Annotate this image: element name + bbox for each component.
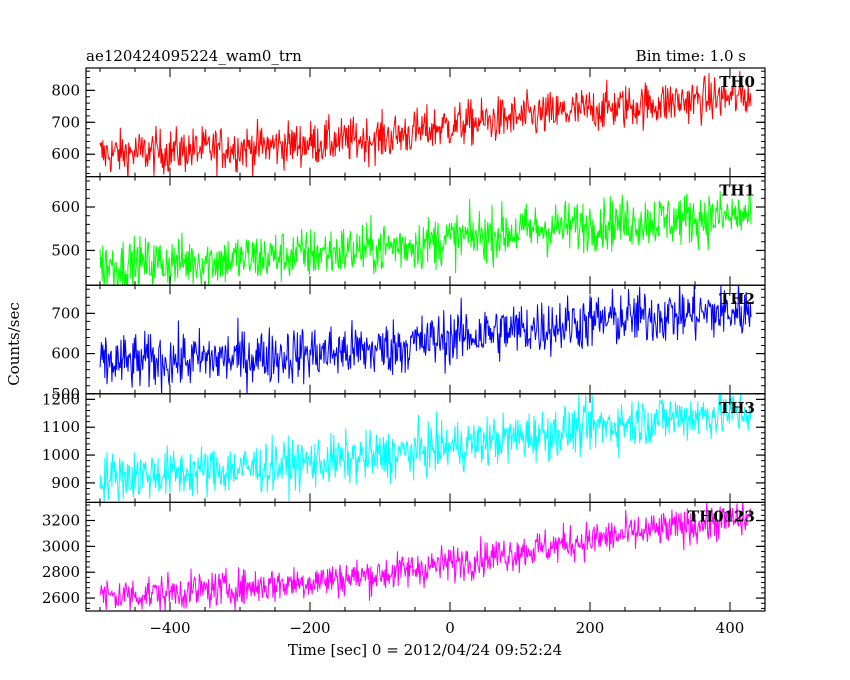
y-tick-label: 700	[51, 304, 80, 322]
panel-th2: 500 600 700 TH2	[51, 284, 766, 403]
y-tick-label: 600	[51, 198, 80, 216]
series-line-th2	[99, 285, 752, 394]
series-line-th0123	[99, 502, 752, 611]
x-tick-label: −200	[289, 619, 330, 637]
chart-title: ae120424095224_wam0_trn	[86, 47, 302, 65]
y-tick-label: 1100	[42, 418, 80, 436]
y-tick-label: 900	[51, 474, 80, 492]
series-line-th0	[99, 71, 752, 177]
y-tick-label: 2600	[42, 589, 80, 607]
y-tick-label: 600	[51, 145, 80, 163]
series-line-th3	[99, 393, 752, 503]
x-tick-label: −400	[149, 619, 190, 637]
y-tick-label: 3000	[42, 537, 80, 555]
panel-label: TH2	[719, 290, 755, 308]
panel-label: TH0	[719, 73, 755, 91]
y-tick-label: 500	[51, 385, 80, 403]
y-tick-label: 700	[51, 113, 80, 131]
x-tick-label: 400	[716, 619, 745, 637]
panel-label: TH1	[719, 182, 755, 200]
panel-th0123: 2600 2800 3000 3200 TH0123	[42, 501, 766, 612]
y-tick-label: 1000	[42, 446, 80, 464]
y-tick-label: 3200	[42, 512, 80, 530]
x-tick-label: 200	[576, 619, 605, 637]
x-axis-label: Time [sec] 0 = 2012/04/24 09:52:24	[288, 641, 562, 659]
panel-label: TH0123	[688, 507, 755, 525]
panels-group: 600 700 800 TH0 500 600 TH1 500 600 700 TH2 900 1000…	[42, 67, 766, 612]
y-axis-label: Counts/sec	[5, 302, 23, 386]
x-tick-label: 0	[445, 619, 455, 637]
y-tick-label: 800	[51, 81, 80, 99]
y-tick-label: 2800	[42, 563, 80, 581]
y-tick-label: 600	[51, 345, 80, 363]
y-tick-label: 1200	[42, 390, 80, 408]
panel-th0: 600 700 800 TH0	[51, 67, 766, 178]
panel-th1: 500 600 TH1	[51, 176, 766, 286]
panel-frame	[85, 284, 766, 395]
y-tick-label: 500	[51, 241, 80, 259]
x-axis: −400 −200 0 200 400	[149, 619, 744, 637]
panel-th3: 900 1000 1100 1200 TH3	[42, 390, 766, 503]
series-line-th1	[99, 183, 752, 286]
bin-time-label: Bin time: 1.0 s	[636, 47, 746, 65]
panel-label: TH3	[719, 399, 755, 417]
